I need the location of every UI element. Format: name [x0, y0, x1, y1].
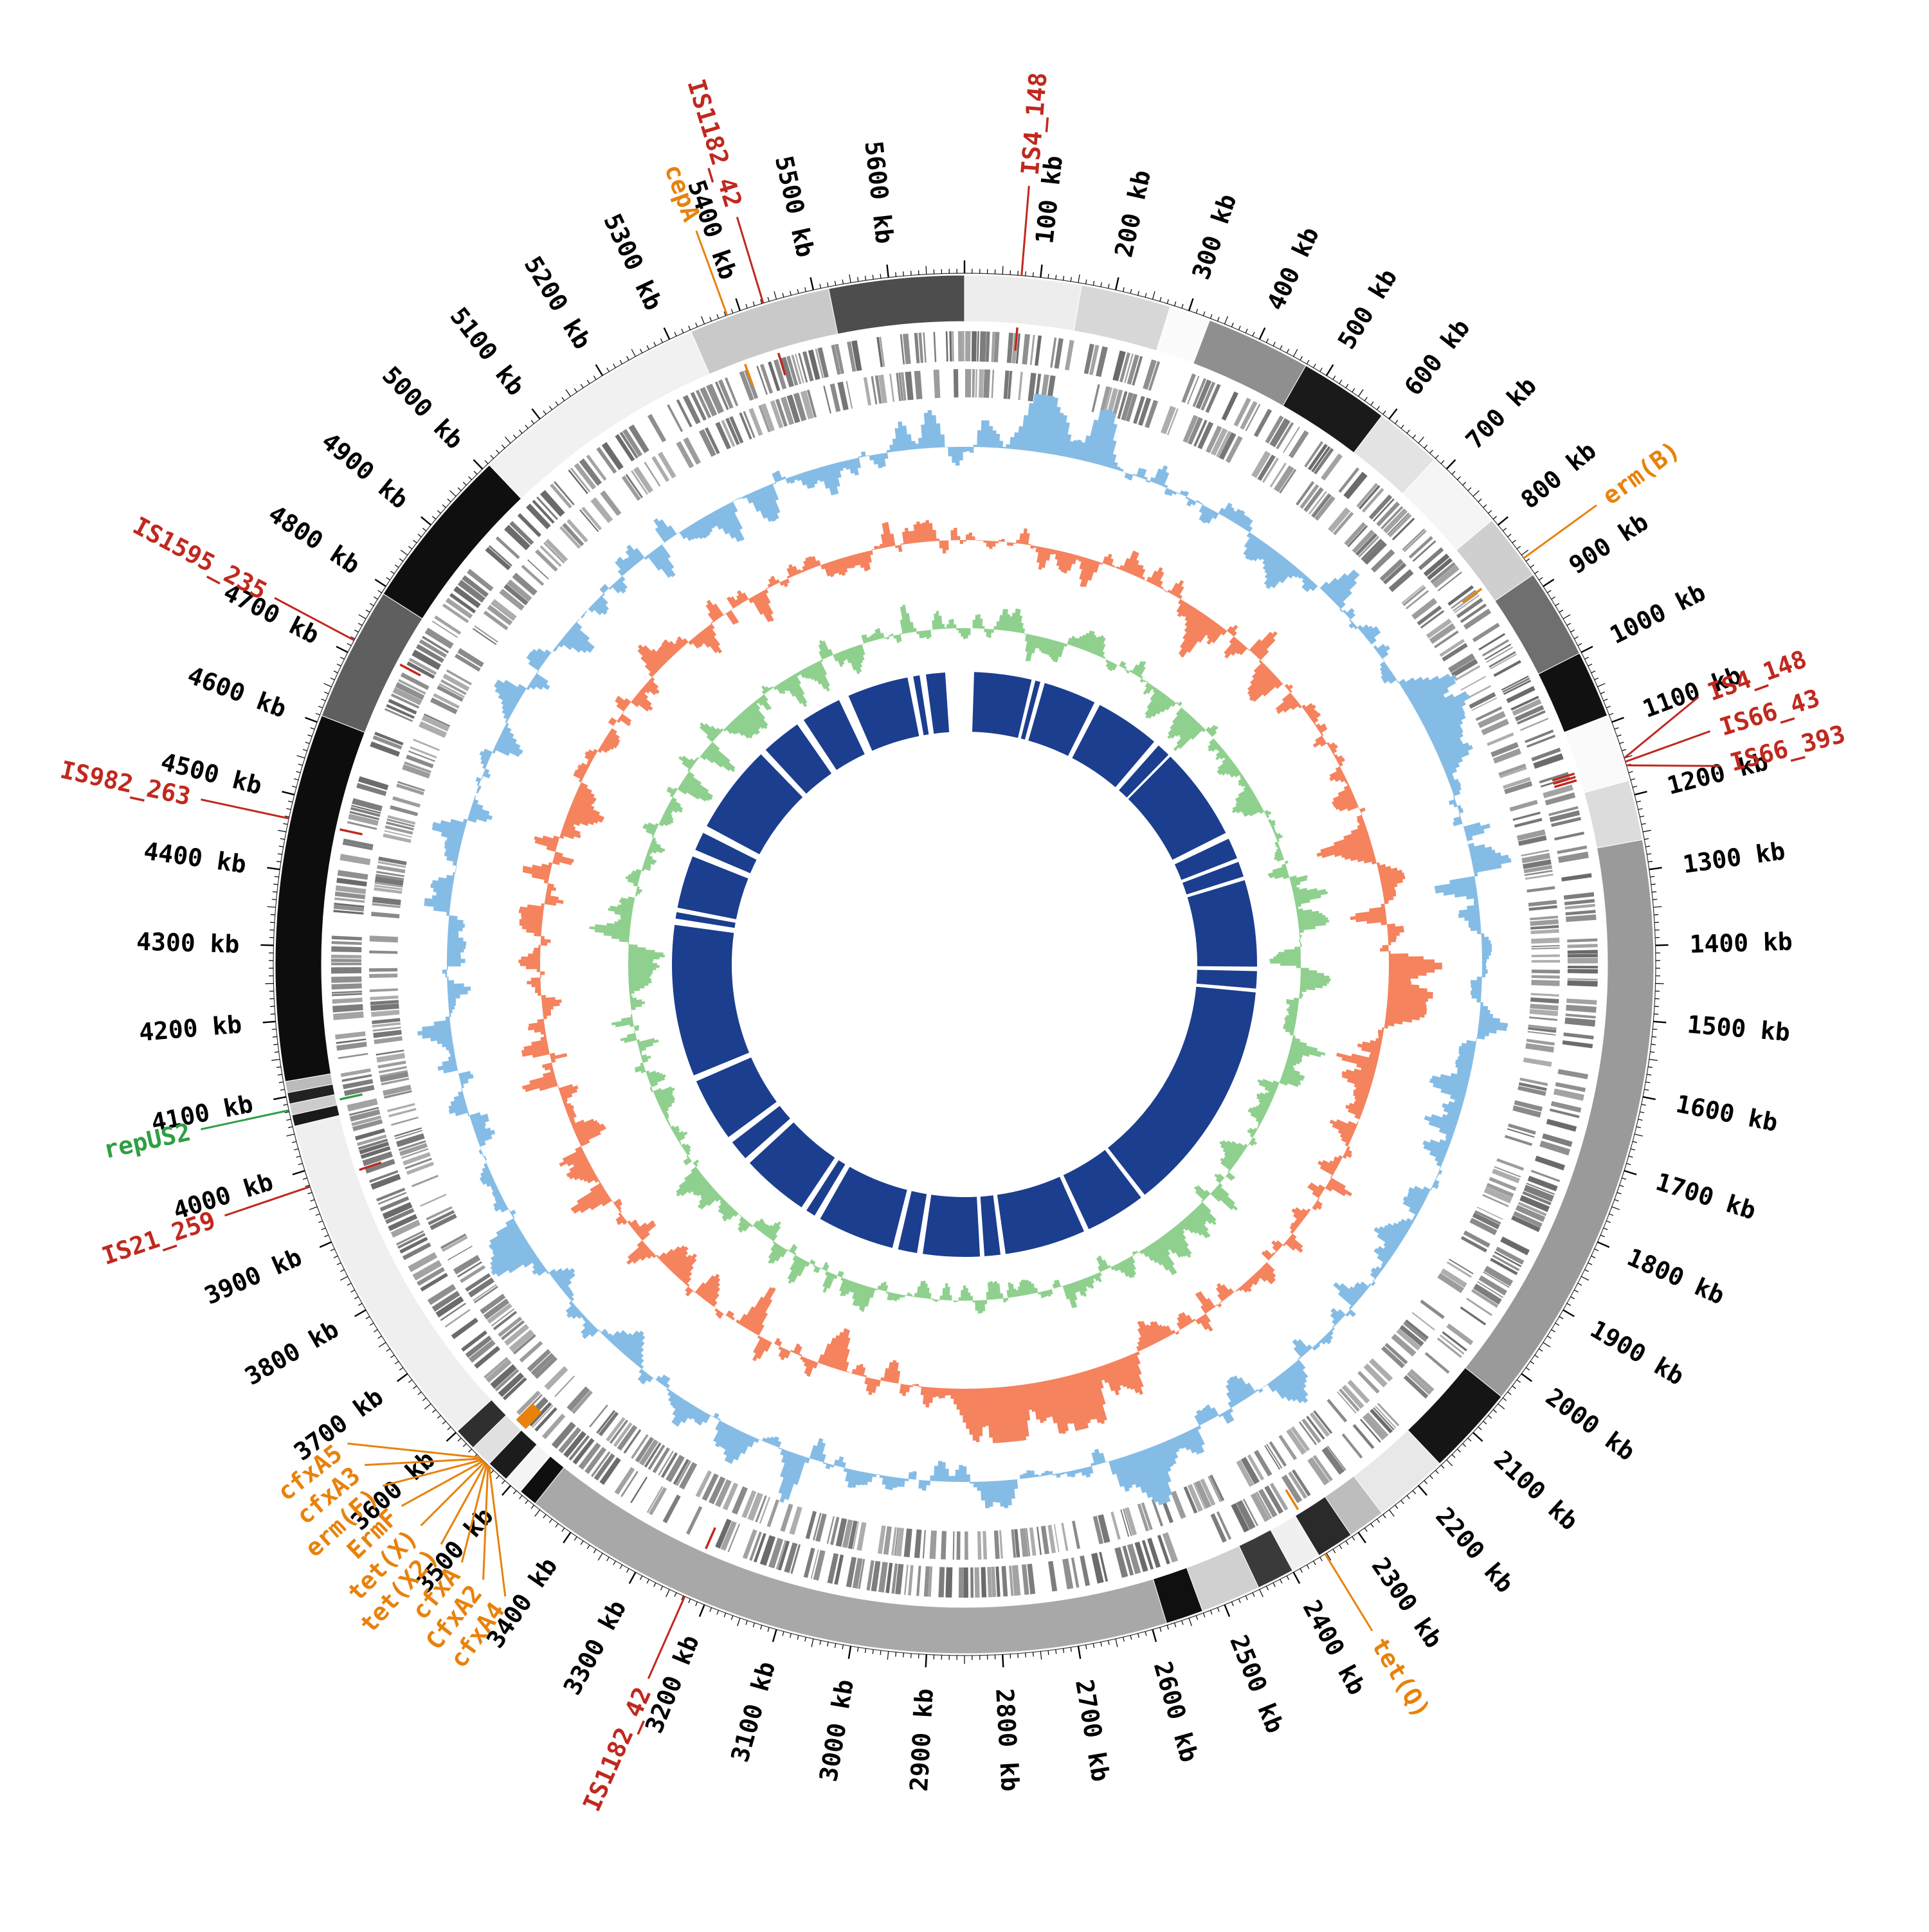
coverage-ring — [672, 672, 1257, 1257]
tick-label: 1700 kb — [1653, 1168, 1759, 1225]
tick-label: 2800 kb — [990, 1688, 1024, 1792]
tick-label: 3300 kb — [558, 1596, 632, 1700]
annotation-label: repUS2 — [101, 1118, 193, 1164]
tick-label: 3000 kb — [814, 1677, 859, 1783]
tick-label: 2600 kb — [1148, 1658, 1204, 1765]
tick-label: 1400 kb — [1689, 927, 1793, 958]
tick-label: 2200 kb — [1430, 1502, 1519, 1598]
tick-label: 2100 kb — [1489, 1445, 1584, 1536]
tick-label: 4900 kb — [316, 427, 414, 514]
tick-label: 4400 kb — [142, 836, 248, 879]
tick-label: 3800 kb — [240, 1315, 343, 1391]
annotation-label: IS1595_235 — [129, 511, 272, 605]
gene-track-reverse — [369, 369, 1560, 1560]
tick-label: 5000 kb — [377, 361, 469, 454]
annotation-leader-line — [1022, 186, 1029, 276]
tick-label: 600 kb — [1399, 314, 1475, 401]
tick-label: 700 kb — [1460, 372, 1542, 455]
tick-label: 2500 kb — [1224, 1631, 1289, 1737]
tick-label: 4300 kb — [136, 927, 240, 958]
tick-label: 3200 kb — [640, 1631, 705, 1737]
tick-label: 1600 kb — [1674, 1090, 1780, 1137]
tick-label: 5200 kb — [519, 251, 597, 354]
tick-label: 2700 kb — [1070, 1677, 1115, 1783]
contig-ring — [275, 275, 1654, 1654]
tick-label: 2300 kb — [1366, 1552, 1448, 1653]
signal-track-blue — [417, 394, 1511, 1508]
annotation-tick — [340, 1094, 362, 1099]
tick-label: 5100 kb — [444, 302, 530, 401]
tick-label: 4800 kb — [264, 500, 365, 580]
annotation-tick — [340, 829, 362, 835]
tick-label: 3100 kb — [725, 1658, 781, 1765]
tick-label: 400 kb — [1262, 222, 1325, 314]
tick-label: 1900 kb — [1586, 1315, 1689, 1391]
tick-label: 2000 kb — [1541, 1382, 1640, 1466]
annotation-leader-line — [201, 800, 289, 819]
tick-label: 3900 kb — [201, 1243, 306, 1310]
annotation-label: erm(B) — [1597, 435, 1685, 510]
annotation-leader-line — [737, 217, 763, 303]
tick-label: 1800 kb — [1623, 1243, 1728, 1310]
tick-label: 1500 kb — [1686, 1010, 1791, 1047]
tick-label: 4200 kb — [138, 1010, 242, 1047]
tick-label: 500 kb — [1332, 264, 1402, 354]
tick-label: 800 kb — [1516, 437, 1602, 514]
tick-label: 1000 kb — [1606, 578, 1710, 649]
tick-label: 5300 kb — [598, 210, 667, 315]
tick-label: 2900 kb — [905, 1688, 939, 1792]
annotation-leader-line — [489, 1466, 505, 1596]
tick-label: 300 kb — [1186, 190, 1242, 283]
tick-label: 200 kb — [1109, 168, 1156, 260]
tick-label: 4600 kb — [184, 661, 290, 723]
annotation-label: IS1182_42 — [577, 1683, 657, 1816]
annotation-label: IS21_259 — [98, 1205, 219, 1270]
tick-label: 1300 kb — [1681, 836, 1787, 879]
annotation-tick — [706, 1528, 716, 1549]
tick-label: 5600 kb — [859, 140, 898, 245]
tick-label: 5500 kb — [770, 153, 820, 260]
annotation-tick — [1015, 327, 1017, 350]
annotation-leader-line — [1627, 765, 1721, 766]
